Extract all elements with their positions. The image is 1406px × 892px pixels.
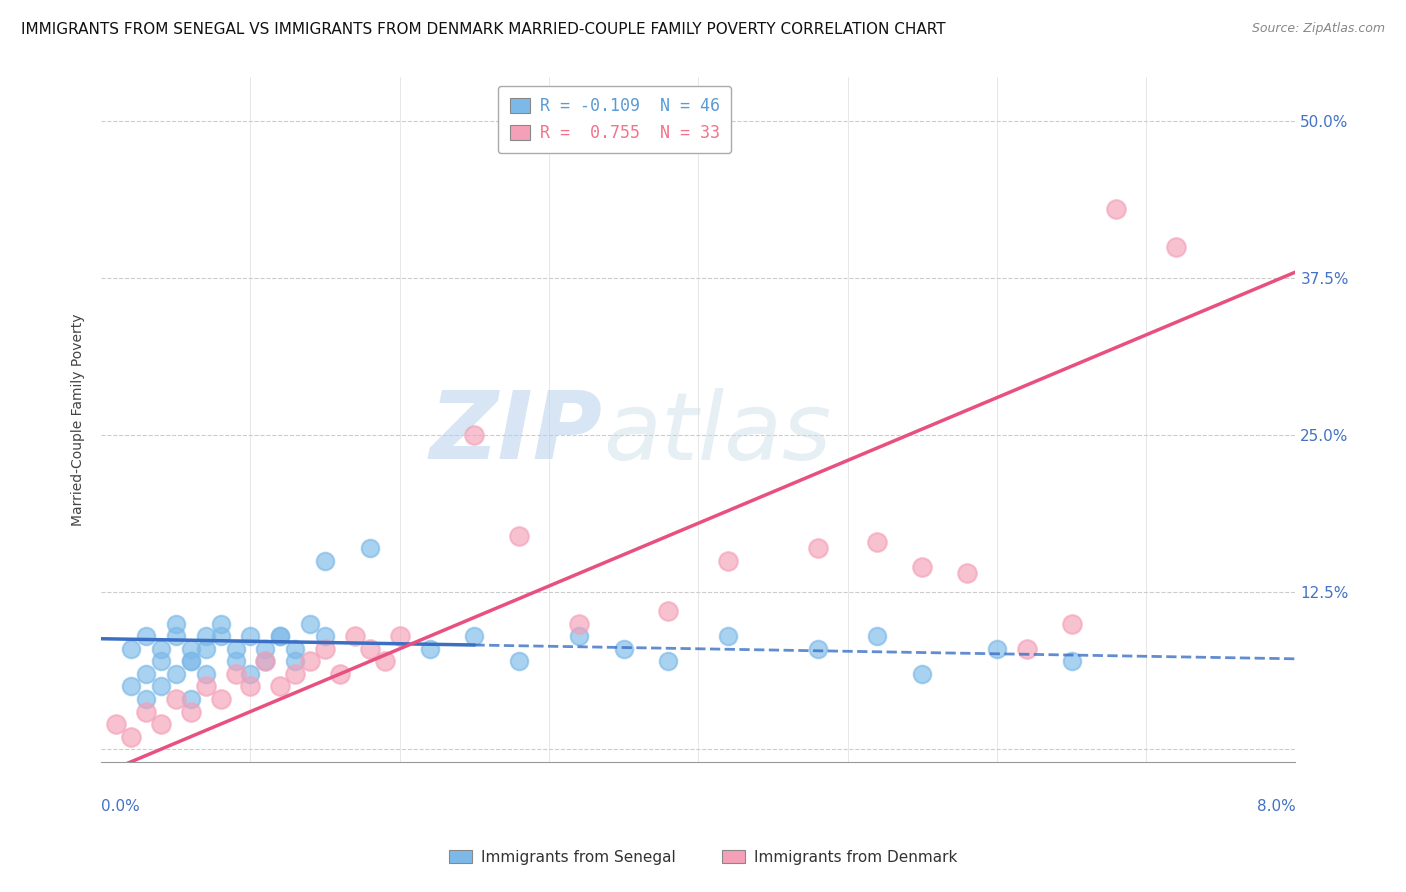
Point <box>194 666 217 681</box>
Text: atlas: atlas <box>603 388 831 479</box>
Point <box>388 629 411 643</box>
Point <box>254 654 277 668</box>
Point <box>1015 641 1038 656</box>
Point <box>284 666 307 681</box>
Point <box>568 629 591 643</box>
Point <box>374 654 396 668</box>
Point <box>717 554 740 568</box>
Point <box>180 654 202 668</box>
Point <box>314 629 336 643</box>
Point <box>225 654 247 668</box>
Point <box>463 629 485 643</box>
Point <box>359 541 381 556</box>
Point <box>180 654 202 668</box>
Point <box>314 641 336 656</box>
Point <box>717 629 740 643</box>
Point <box>657 654 679 668</box>
Point <box>568 616 591 631</box>
Point <box>986 641 1008 656</box>
Point <box>284 654 307 668</box>
Point <box>149 641 172 656</box>
Point <box>314 554 336 568</box>
Point <box>120 641 142 656</box>
Point <box>225 666 247 681</box>
Point <box>299 616 322 631</box>
Point <box>194 641 217 656</box>
Point <box>149 654 172 668</box>
Point <box>180 692 202 706</box>
Point <box>508 529 530 543</box>
Point <box>284 641 307 656</box>
Point <box>165 629 187 643</box>
Point <box>194 680 217 694</box>
Text: 8.0%: 8.0% <box>1257 799 1295 814</box>
Point <box>807 641 830 656</box>
Point <box>120 730 142 744</box>
Point <box>254 654 277 668</box>
Point <box>1164 240 1187 254</box>
Point <box>866 629 889 643</box>
Point <box>1060 616 1083 631</box>
Point <box>463 428 485 442</box>
Point <box>269 629 291 643</box>
Point <box>1060 654 1083 668</box>
Point <box>209 616 232 631</box>
Point <box>105 717 128 731</box>
Point <box>254 641 277 656</box>
Point <box>911 666 934 681</box>
Point <box>149 717 172 731</box>
Point <box>135 705 157 719</box>
Point <box>359 641 381 656</box>
Text: ZIP: ZIP <box>430 387 603 479</box>
Point <box>239 666 262 681</box>
Point <box>1105 202 1128 217</box>
Point <box>239 629 262 643</box>
Legend: R = -0.109  N = 46, R =  0.755  N = 33: R = -0.109 N = 46, R = 0.755 N = 33 <box>498 86 731 153</box>
Point <box>165 616 187 631</box>
Text: Source: ZipAtlas.com: Source: ZipAtlas.com <box>1251 22 1385 36</box>
Point <box>866 535 889 549</box>
Point <box>911 560 934 574</box>
Point <box>180 705 202 719</box>
Point <box>269 680 291 694</box>
Point <box>135 629 157 643</box>
Point <box>120 680 142 694</box>
Point <box>135 692 157 706</box>
Point <box>180 641 202 656</box>
Point <box>613 641 636 656</box>
Point <box>508 654 530 668</box>
Point <box>299 654 322 668</box>
Y-axis label: Married-Couple Family Poverty: Married-Couple Family Poverty <box>72 313 86 526</box>
Point <box>269 629 291 643</box>
Point <box>209 692 232 706</box>
Point <box>149 680 172 694</box>
Point <box>194 629 217 643</box>
Legend: Immigrants from Senegal, Immigrants from Denmark: Immigrants from Senegal, Immigrants from… <box>443 844 963 871</box>
Point <box>807 541 830 556</box>
Text: 0.0%: 0.0% <box>101 799 141 814</box>
Point <box>956 566 979 581</box>
Point <box>209 629 232 643</box>
Point <box>657 604 679 618</box>
Point <box>165 692 187 706</box>
Point <box>165 666 187 681</box>
Point <box>419 641 441 656</box>
Point <box>135 666 157 681</box>
Point <box>329 666 352 681</box>
Text: IMMIGRANTS FROM SENEGAL VS IMMIGRANTS FROM DENMARK MARRIED-COUPLE FAMILY POVERTY: IMMIGRANTS FROM SENEGAL VS IMMIGRANTS FR… <box>21 22 946 37</box>
Point <box>239 680 262 694</box>
Point <box>343 629 366 643</box>
Point <box>225 641 247 656</box>
